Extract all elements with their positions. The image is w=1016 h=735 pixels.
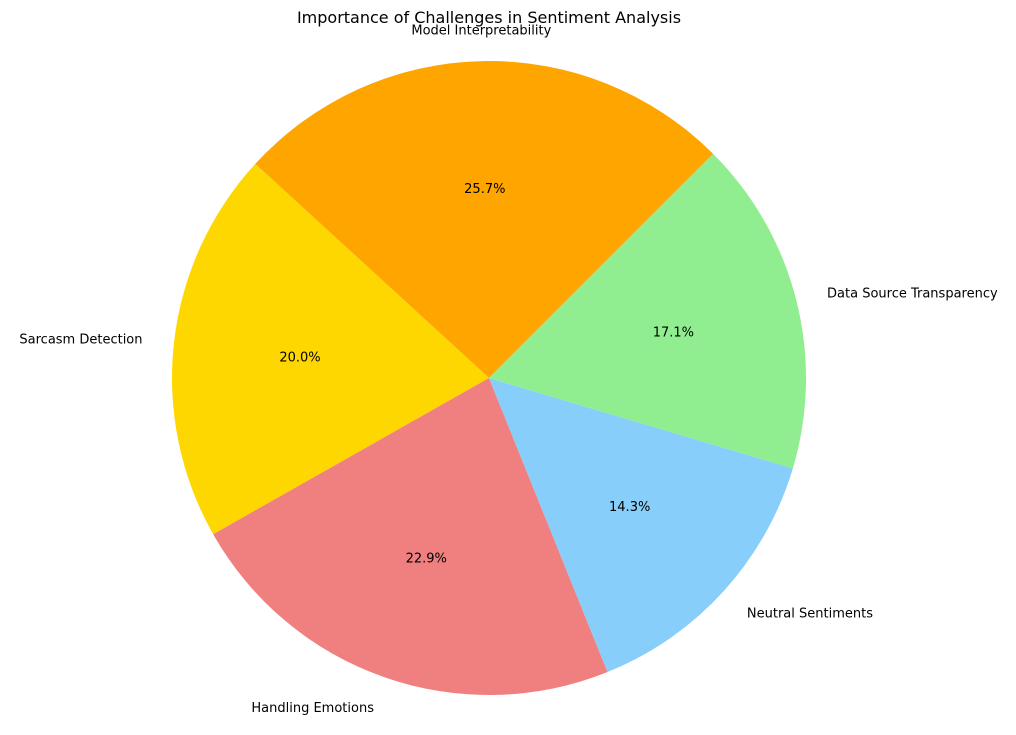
- slice-category-label: Data Source Transparency: [827, 286, 998, 301]
- slice-percent-label: 25.7%: [464, 182, 505, 197]
- pie-slice-model-interpretability: [255, 61, 714, 378]
- pie-slice-handling-emotions: [213, 378, 608, 696]
- slice-category-label: Neutral Sentiments: [747, 607, 873, 622]
- slice-percent-label: 14.3%: [609, 500, 650, 515]
- pie-slice-sarcasm-detection: [172, 163, 489, 535]
- slice-percent-label: 22.9%: [406, 552, 447, 567]
- pie-slices: [172, 61, 806, 696]
- slice-category-label: Model Interpretability: [411, 23, 551, 38]
- slice-category-label: Sarcasm Detection: [19, 333, 142, 348]
- slice-percent-label: 20.0%: [279, 351, 320, 366]
- pie-slice-data-source-transparency: [489, 153, 806, 469]
- pie-labels: 25.7% Model Interpretability 20.0% Sarcasm …: [19, 23, 998, 716]
- slice-category-label: Handling Emotions: [251, 701, 374, 716]
- slice-percent-label: 17.1%: [653, 325, 694, 340]
- pie-slice-neutral-sentiments: [489, 378, 793, 672]
- chart-title: Importance of Challenges in Sentiment An…: [297, 8, 681, 27]
